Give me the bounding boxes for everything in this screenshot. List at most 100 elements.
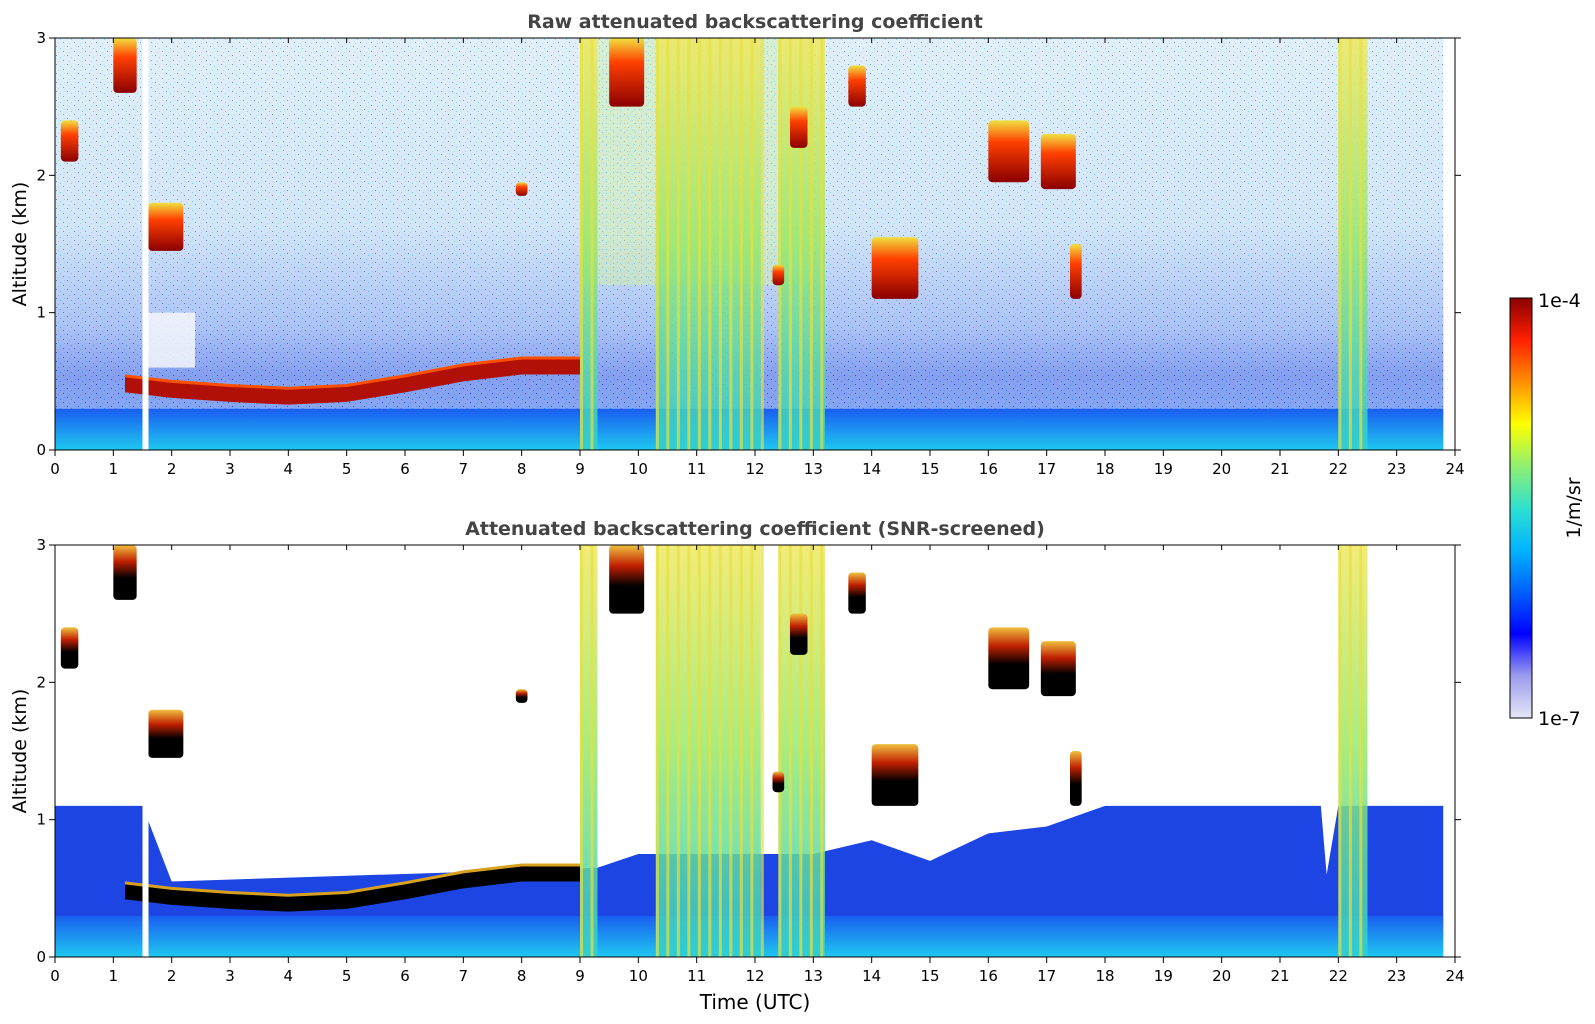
x-tick-label: 13 xyxy=(804,460,823,478)
cloud-patch xyxy=(1040,134,1076,190)
x-tick-label: 18 xyxy=(1095,967,1114,985)
x-tick-label: 19 xyxy=(1154,967,1173,985)
x-tick-label: 5 xyxy=(342,967,352,985)
x-tick-label: 11 xyxy=(687,460,706,478)
x-tick-label: 6 xyxy=(400,460,410,478)
cloud-patch xyxy=(515,182,528,196)
x-tick-label: 2 xyxy=(167,967,177,985)
precip-streak xyxy=(676,38,680,450)
precip-streak xyxy=(666,38,670,450)
y-tick-label: 2 xyxy=(36,673,46,691)
cloud-patch xyxy=(871,237,919,299)
x-tick-label: 22 xyxy=(1329,967,1348,985)
precip-streak xyxy=(1338,38,1342,450)
cloud-patch xyxy=(790,613,808,655)
no-data-region xyxy=(1443,545,1455,957)
colorbar-unit-label: 1/m/sr xyxy=(1563,477,1585,538)
precip-streak xyxy=(1348,545,1352,957)
x-tick-label: 0 xyxy=(50,460,60,478)
precip-streak xyxy=(820,38,824,450)
x-tick-label: 18 xyxy=(1095,460,1114,478)
x-tick-label: 14 xyxy=(862,460,881,478)
x-tick-label: 16 xyxy=(979,460,998,478)
precip-streak xyxy=(788,545,792,957)
x-tick-label: 24 xyxy=(1445,967,1464,985)
precip-streak xyxy=(788,38,792,450)
data-gap xyxy=(142,38,149,450)
precip-streak xyxy=(666,545,670,957)
x-tick-label: 15 xyxy=(920,967,939,985)
precip-streak xyxy=(778,38,782,450)
x-tick-label: 10 xyxy=(629,460,648,478)
precip-streak xyxy=(1348,38,1352,450)
precip-streak xyxy=(1338,545,1342,957)
x-tick-label: 4 xyxy=(284,967,294,985)
x-tick-label: 8 xyxy=(517,460,527,478)
precip-streak xyxy=(1359,38,1363,450)
cloud-patch xyxy=(609,38,645,107)
precip-streak xyxy=(655,545,659,957)
precip-streak xyxy=(820,545,824,957)
precip-streak xyxy=(739,545,743,957)
precip-streak xyxy=(718,545,722,957)
precip-streak xyxy=(1359,545,1363,957)
panel-title: Attenuated backscattering coefficient (S… xyxy=(465,518,1045,540)
x-tick-label: 2 xyxy=(167,460,177,478)
x-tick-label: 21 xyxy=(1270,460,1289,478)
cloud-patch xyxy=(60,627,79,669)
precip-streak xyxy=(687,545,691,957)
colorbar-min-label: 1e-7 xyxy=(1538,708,1581,730)
x-tick-label: 9 xyxy=(575,967,585,985)
precip-streak xyxy=(739,38,743,450)
screened-plot-area xyxy=(55,545,1455,957)
y-tick-label: 1 xyxy=(36,304,46,322)
cloud-patch xyxy=(113,545,137,600)
cloud-patch xyxy=(848,65,866,107)
x-tick-label: 21 xyxy=(1270,967,1289,985)
cloud-patch xyxy=(113,38,137,93)
precip-streak xyxy=(760,545,764,957)
clear-gap xyxy=(148,312,195,368)
cloud-patch xyxy=(871,744,919,806)
precip-streak xyxy=(760,38,764,450)
cloud-patch xyxy=(60,120,79,162)
precip-streak xyxy=(729,38,733,450)
colorbar-max-label: 1e-4 xyxy=(1538,290,1581,312)
y-tick-label: 2 xyxy=(36,166,46,184)
x-tick-label: 12 xyxy=(745,967,764,985)
raw-plot-area xyxy=(55,38,1455,450)
precip-streak xyxy=(580,545,583,957)
cloud-patch xyxy=(515,689,528,703)
precip-band xyxy=(1338,545,1368,957)
y-axis-label: Altitude (km) xyxy=(9,689,31,814)
x-tick-label: 17 xyxy=(1037,967,1056,985)
cloud-patch xyxy=(790,106,808,148)
precip-streak xyxy=(708,545,712,957)
raw-panel: Raw attenuated backscattering coefficien… xyxy=(9,11,1465,478)
precip-streak xyxy=(718,38,722,450)
x-tick-label: 7 xyxy=(459,967,469,985)
x-tick-label: 15 xyxy=(920,460,939,478)
x-tick-label: 7 xyxy=(459,460,469,478)
x-tick-label: 23 xyxy=(1387,967,1406,985)
cloud-patch xyxy=(1040,641,1076,697)
precip-streak xyxy=(697,38,701,450)
precip-streak xyxy=(590,545,594,957)
x-tick-label: 5 xyxy=(342,460,352,478)
x-axis-label: Time (UTC) xyxy=(699,990,811,1014)
boundary-layer-top xyxy=(125,864,580,912)
cloud-patch xyxy=(1070,751,1082,806)
cloud-patch xyxy=(772,264,785,286)
precip-streak xyxy=(799,545,803,957)
x-tick-label: 4 xyxy=(284,460,294,478)
cloud-patch xyxy=(1070,244,1082,299)
precip-streak xyxy=(809,545,813,957)
x-tick-label: 6 xyxy=(400,967,410,985)
x-tick-label: 20 xyxy=(1212,460,1231,478)
cloud-patch xyxy=(848,572,866,614)
x-tick-label: 17 xyxy=(1037,460,1056,478)
precip-streak xyxy=(778,545,782,957)
precip-streak xyxy=(729,545,733,957)
